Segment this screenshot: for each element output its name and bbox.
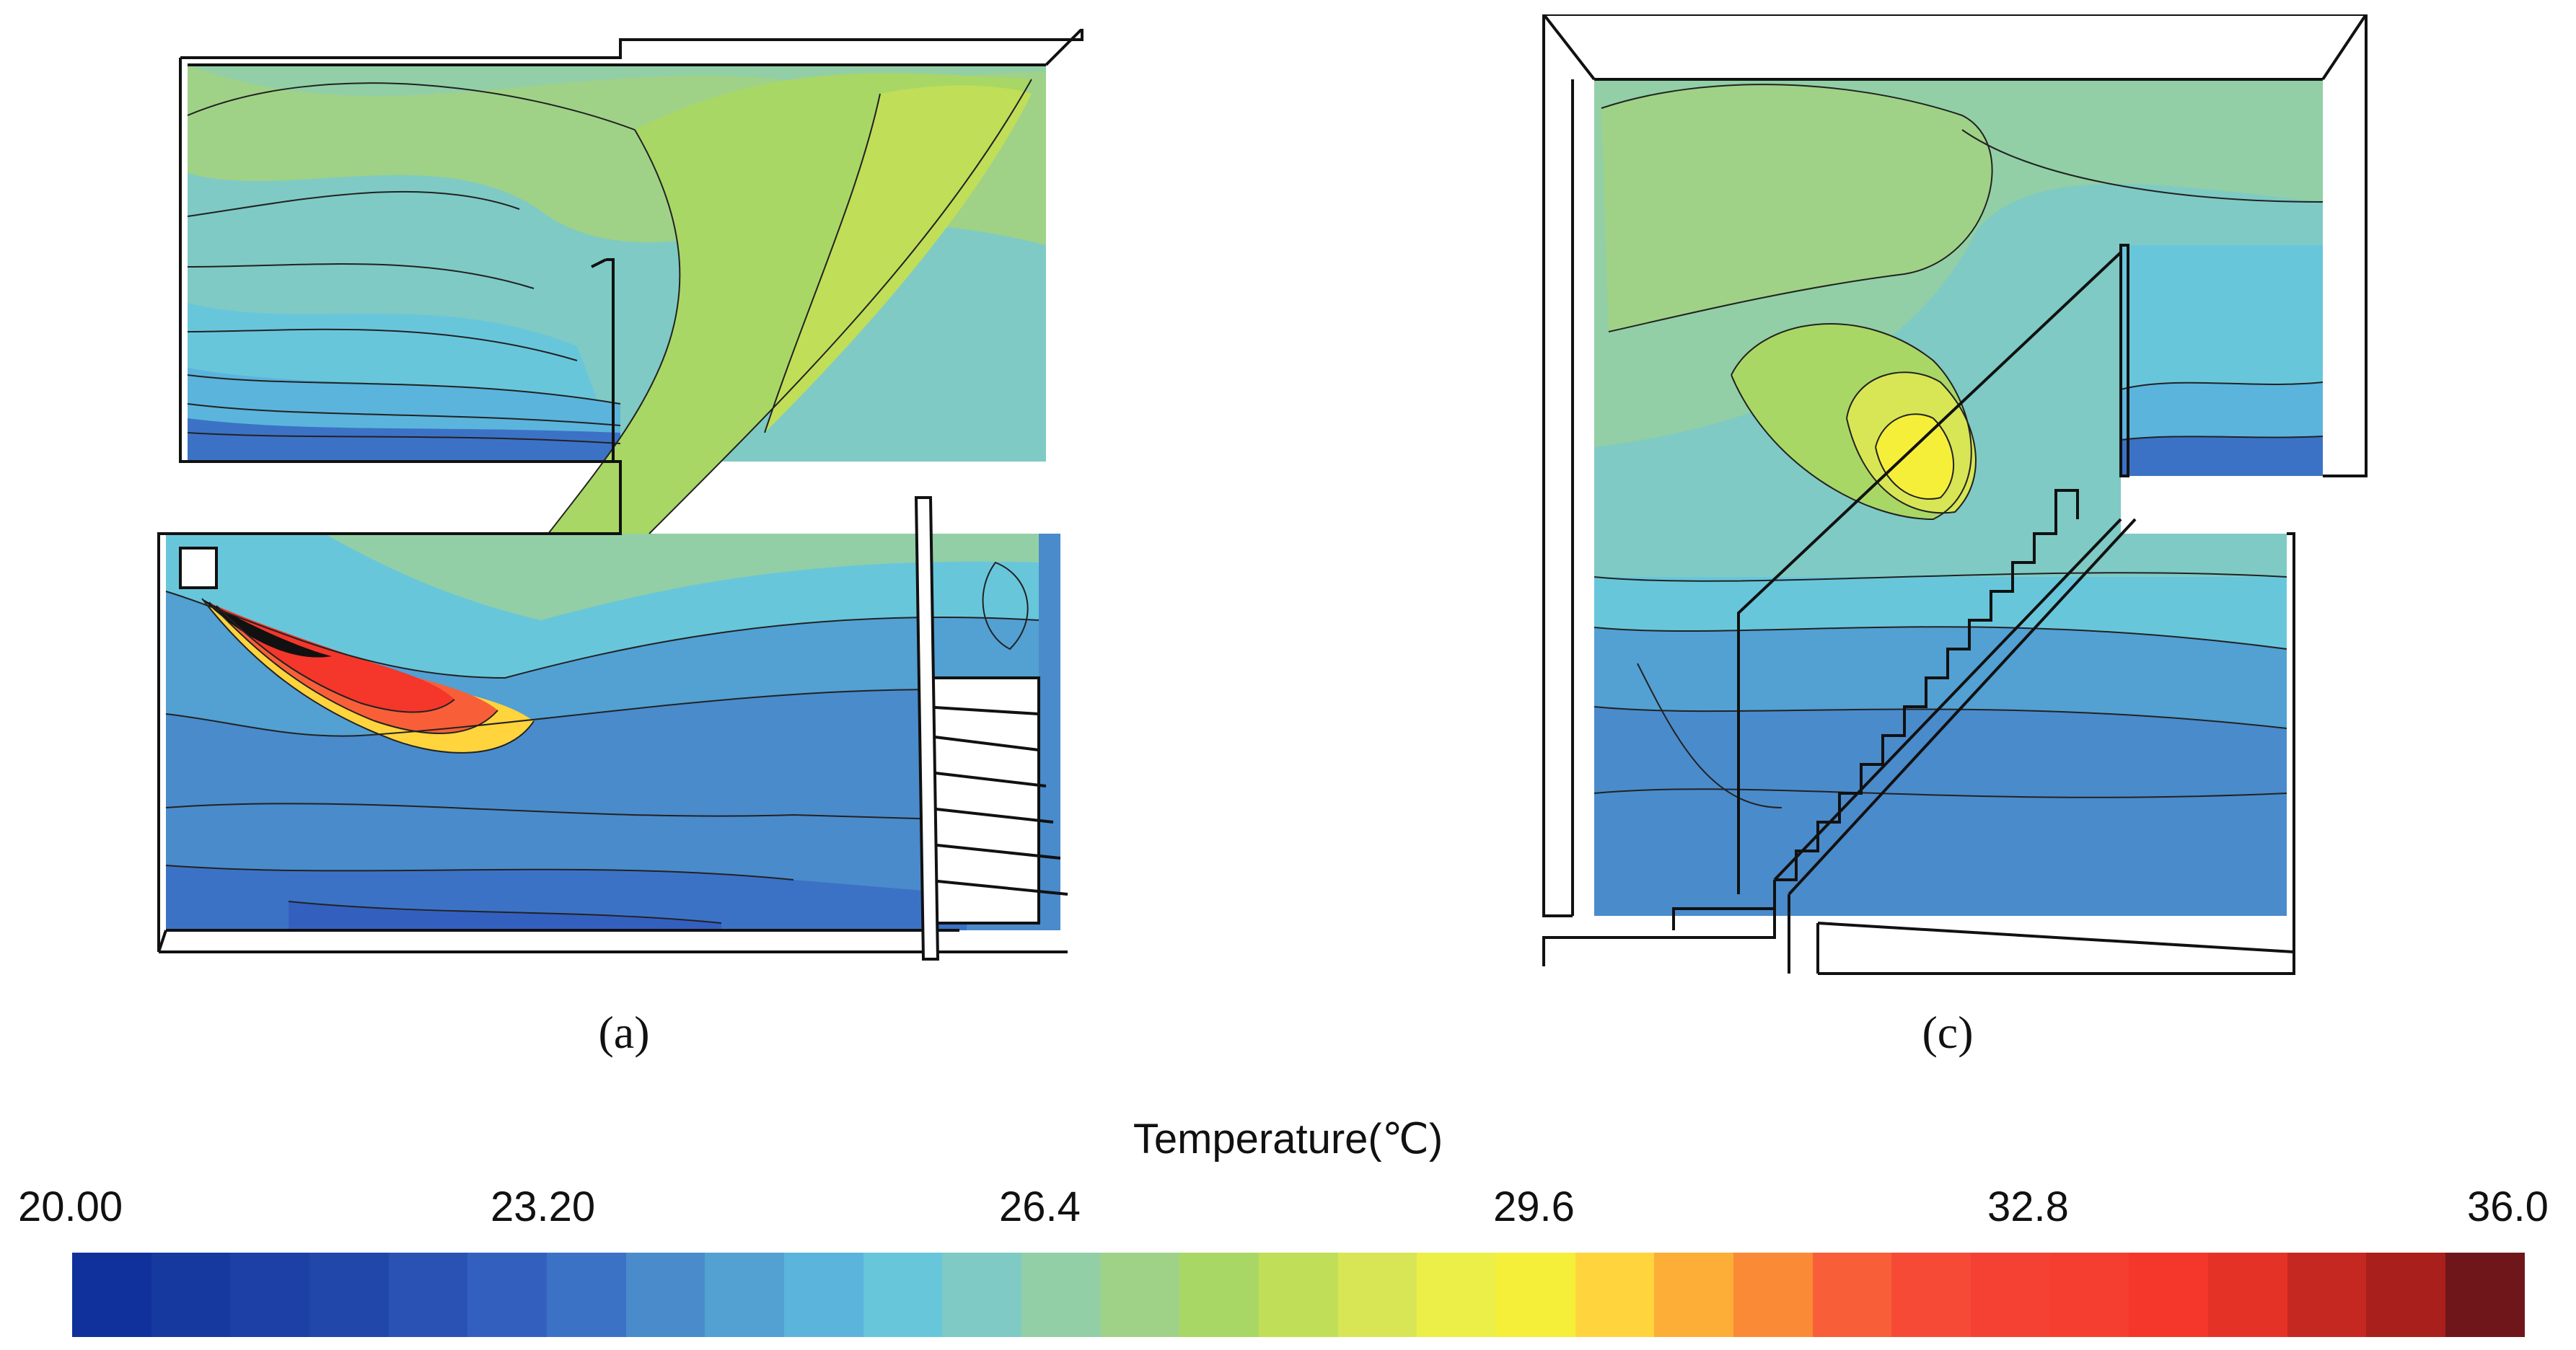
colorbar-segment [2208, 1253, 2287, 1337]
temperature-contour-plan-c [1542, 14, 2368, 975]
legend-tick-36: 36.0 [2467, 1183, 2549, 1230]
colorbar-segment [467, 1253, 548, 1337]
legend-title: Temperature(℃) [1133, 1116, 1443, 1162]
staircase [914, 496, 1068, 961]
colorbar-segment [863, 1253, 943, 1337]
colorbar-segment [309, 1253, 389, 1337]
colorbar-segment [2287, 1253, 2367, 1337]
panel-c [1529, 14, 2453, 981]
legend-tick-20: 20.00 [18, 1183, 123, 1230]
caption-a: (a) [598, 1007, 650, 1058]
colorbar-segment [1654, 1253, 1734, 1337]
colorbar-segment [784, 1253, 863, 1337]
colorbar-segment [230, 1253, 310, 1337]
temperature-colorbar [72, 1253, 2525, 1337]
colorbar-segment [1417, 1253, 1497, 1337]
contour-lines [1593, 84, 2324, 808]
legend-tick-26-4: 26.4 [999, 1183, 1081, 1230]
colorbar-segment [388, 1253, 468, 1337]
colorbar-segment [151, 1253, 231, 1337]
colorbar-segment [942, 1253, 1022, 1337]
staircase [1542, 251, 2137, 974]
air-inlet [179, 547, 218, 589]
walls [1542, 14, 2368, 975]
colorbar-segment [2366, 1253, 2446, 1337]
colorbar-segment [1575, 1253, 1655, 1337]
legend-tick-29-6: 29.6 [1493, 1183, 1575, 1230]
colorbar-segment [1100, 1253, 1180, 1337]
colorbar-segment [2049, 1253, 2129, 1337]
colorbar-segment [1891, 1253, 1971, 1337]
colorbar-segment [2129, 1253, 2209, 1337]
colorbar-segment [2445, 1253, 2525, 1337]
colorbar-segment [547, 1253, 626, 1337]
colorbar-segment [1021, 1253, 1101, 1337]
legend-tick-23-20: 23.20 [491, 1183, 596, 1230]
colorbar-segment [1496, 1253, 1575, 1337]
colorbar-segment [1337, 1253, 1417, 1337]
colorbar-segment [1971, 1253, 2050, 1337]
colorbar-segment [625, 1253, 705, 1337]
panel-a [144, 29, 1133, 981]
temperature-contour-plan-a [157, 29, 1083, 961]
colorbar-segment [1179, 1253, 1260, 1337]
colorbar-segment [1812, 1253, 1892, 1337]
caption-c: (c) [1922, 1007, 1974, 1058]
legend-tick-32-8: 32.8 [1987, 1183, 2069, 1230]
walls [157, 29, 1083, 953]
colorbar-segment [705, 1253, 785, 1337]
colorbar-segment [1733, 1253, 1813, 1337]
colorbar-segment [72, 1253, 151, 1337]
contour-lines [165, 79, 1039, 924]
colorbar-segment [1259, 1253, 1338, 1337]
